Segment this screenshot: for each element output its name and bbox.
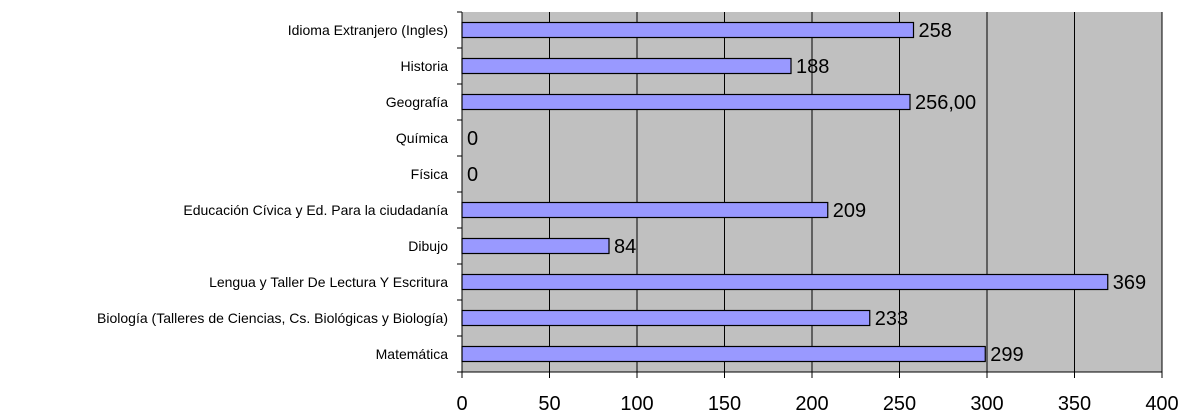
data-label: 258	[919, 20, 952, 42]
category-label: Física	[411, 166, 449, 182]
x-tick-label: 100	[620, 393, 653, 415]
x-tick-label: 350	[1058, 393, 1091, 415]
data-label: 209	[833, 200, 866, 222]
x-tick-label: 0	[456, 393, 467, 415]
bar	[461, 309, 871, 327]
x-tick-label: 250	[883, 393, 916, 415]
data-label: 188	[796, 56, 829, 78]
x-tick-label: 150	[708, 393, 741, 415]
category-label: Historia	[401, 58, 449, 74]
bar	[461, 21, 915, 39]
category-label: Biología (Talleres de Ciencias, Cs. Biol…	[97, 310, 448, 326]
data-label: 299	[990, 344, 1023, 366]
bars	[461, 21, 1109, 363]
category-label: Educación Cívica y Ed. Para la ciudadaní…	[183, 202, 448, 218]
x-tick-labels: 0 50 100 150 200 250 300 350 400	[456, 393, 1178, 415]
data-label: 256,00	[915, 92, 976, 114]
data-label: 369	[1113, 272, 1146, 294]
x-tick-label: 300	[970, 393, 1003, 415]
category-labels: Idioma Extranjero (Ingles) Historia Geogra…	[97, 22, 448, 362]
bar	[461, 345, 986, 363]
bar	[461, 273, 1109, 291]
x-tick-label: 50	[538, 393, 560, 415]
bar	[461, 237, 610, 255]
axes	[457, 11, 1163, 378]
bar	[461, 93, 911, 111]
bar	[461, 201, 829, 219]
category-label: Matemática	[376, 346, 449, 362]
data-label: 233	[875, 308, 908, 330]
category-label: Lengua y Taller De Lectura Y Escritura	[209, 274, 448, 290]
data-label: 84	[614, 236, 636, 258]
x-tick-label: 200	[795, 393, 828, 415]
category-label: Dibujo	[408, 238, 448, 254]
data-label: 0	[467, 164, 478, 186]
data-label: 0	[467, 128, 478, 150]
category-label: Idioma Extranjero (Ingles)	[288, 22, 448, 38]
bar	[461, 57, 792, 75]
data-labels: 258 188 256,00 0 0 209 84 369 233 299	[467, 20, 1146, 366]
x-tick-label: 400	[1145, 393, 1178, 415]
category-label: Geografía	[386, 94, 448, 110]
category-label: Química	[396, 130, 448, 146]
